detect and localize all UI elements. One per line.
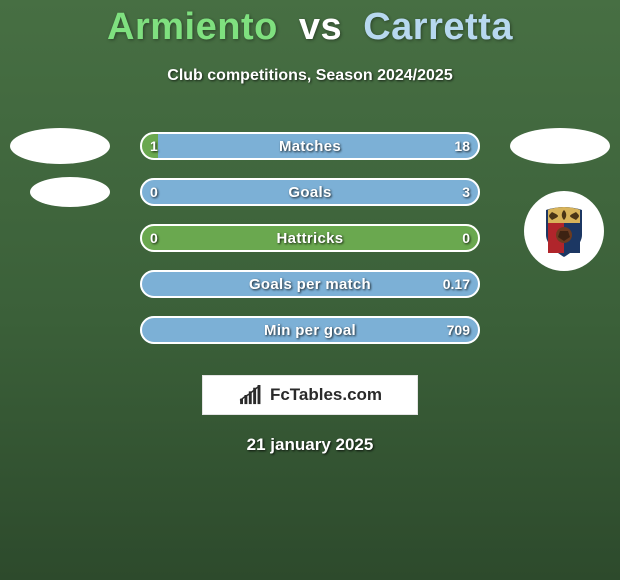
- stat-label: Matches: [140, 132, 480, 160]
- bar-chart-icon: [238, 385, 264, 405]
- stat-row: Goals0 3: [0, 169, 620, 215]
- player2-avatar: [510, 128, 610, 164]
- stat-value-right: 0: [452, 224, 480, 252]
- stat-bar: Goals0 3: [140, 178, 480, 206]
- stat-label: Hattricks: [140, 224, 480, 252]
- stat-row: Hattricks0 0: [0, 215, 620, 261]
- stat-value-right: 0.17: [433, 270, 480, 298]
- date-text: 21 january 2025: [0, 435, 620, 455]
- stat-bar: Matches1 18: [140, 132, 480, 160]
- stat-value-right: 18: [444, 132, 480, 160]
- stat-bar: Goals per match0.17: [140, 270, 480, 298]
- stat-bar: Hattricks0 0: [140, 224, 480, 252]
- subtitle: Club competitions, Season 2024/2025: [0, 67, 620, 85]
- stat-bar: Min per goal709: [140, 316, 480, 344]
- player1-avatar: [10, 128, 110, 164]
- stat-value-left: 0: [140, 224, 168, 252]
- stat-row: Matches1 18: [0, 123, 620, 169]
- stat-value-left: 1: [140, 132, 168, 160]
- comparison-title: Armiento vs Carretta: [0, 6, 620, 49]
- stat-row: Goals per match0.17: [0, 261, 620, 307]
- stat-value-right: 3: [452, 178, 480, 206]
- player1-club-placeholder: [30, 177, 110, 207]
- stat-value-left: 0: [140, 178, 168, 206]
- stat-rows: Matches118Goals03Hattricks00Goals per ma…: [0, 123, 620, 353]
- logo-text: FcTables.com: [270, 385, 382, 405]
- stat-label: Goals: [140, 178, 480, 206]
- stat-label: Min per goal: [140, 316, 480, 344]
- stat-label: Goals per match: [140, 270, 480, 298]
- stat-value-right: 709: [437, 316, 480, 344]
- fctables-logo: FcTables.com: [202, 375, 418, 415]
- player2-name: Carretta: [363, 6, 513, 48]
- vs-text: vs: [299, 6, 342, 48]
- player1-name: Armiento: [107, 6, 278, 48]
- stat-row: Min per goal709: [0, 307, 620, 353]
